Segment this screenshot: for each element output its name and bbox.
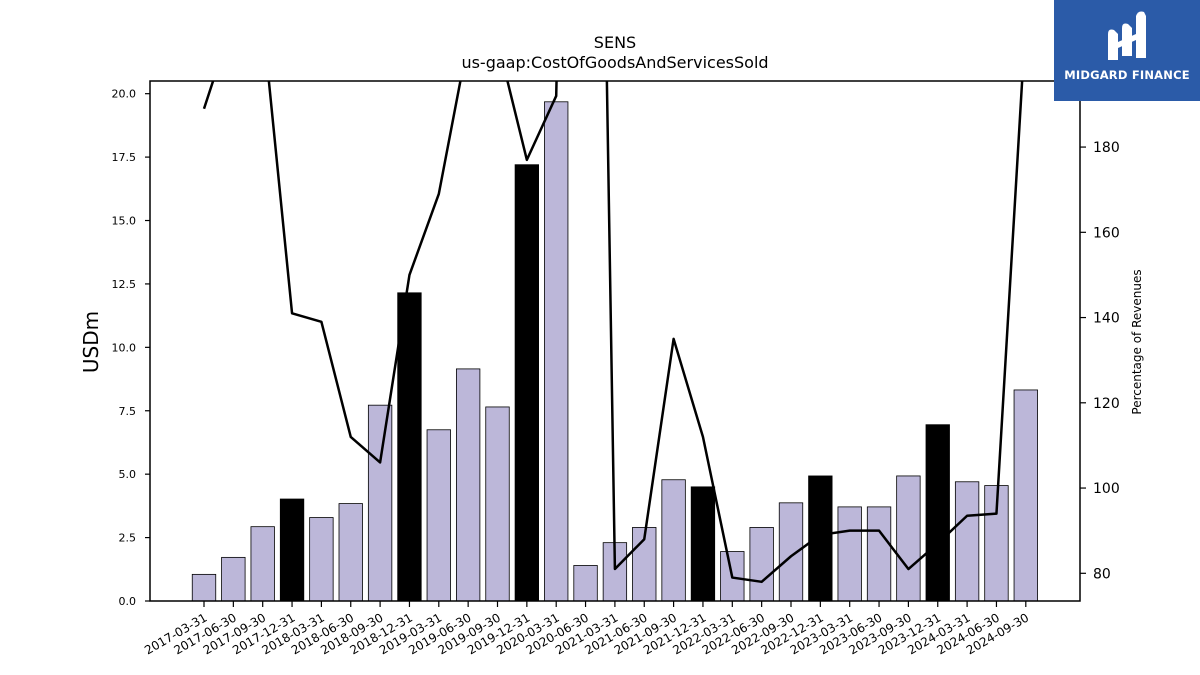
bar	[250, 526, 275, 602]
y-tick-label: 0.0	[119, 595, 137, 608]
y2-tick-label: 180	[1093, 140, 1120, 156]
x-axis: 2017-03-312017-06-302017-09-302017-12-31…	[142, 601, 1031, 657]
bar	[338, 503, 363, 602]
y2-tick-label: 100	[1093, 481, 1120, 497]
brand-logo: MIDGARD FINANCE	[1054, 0, 1200, 101]
bar	[485, 406, 510, 602]
bar	[954, 481, 980, 602]
bar	[397, 292, 422, 602]
bar	[1013, 389, 1038, 602]
left-y-axis: 0.0 2.5 5.0 7.5 10.0 12.5 15.0 17.5 20.0	[112, 88, 150, 608]
bar	[573, 565, 598, 602]
bar	[191, 573, 217, 602]
bar	[309, 517, 334, 602]
right-y-axis: 80 100 120 140 160 180	[1080, 140, 1120, 582]
y-tick-label: 2.5	[119, 532, 137, 545]
percentage-line-series	[202, 81, 1024, 584]
bar	[690, 486, 716, 602]
bar	[367, 404, 393, 602]
bar	[544, 101, 569, 602]
midgard-logo-icon	[1108, 11, 1146, 60]
bar	[778, 502, 804, 602]
bar	[221, 556, 246, 602]
y-tick-label: 17.5	[112, 151, 137, 164]
y2-tick-label: 160	[1093, 225, 1120, 241]
bar	[514, 164, 539, 602]
y-tick-label: 12.5	[112, 278, 137, 291]
bar	[808, 475, 833, 602]
bar	[455, 368, 481, 602]
y-tick-label: 10.0	[112, 341, 137, 354]
bar	[837, 506, 862, 602]
y-tick-label: 5.0	[119, 468, 137, 481]
chart-title: SENS	[594, 33, 636, 52]
bar	[279, 498, 305, 602]
brand-name: MIDGARD FINANCE	[1064, 68, 1190, 82]
y2-tick-label: 140	[1093, 311, 1120, 327]
y-axis-label: USDm	[79, 311, 103, 373]
bar-series	[191, 101, 1038, 602]
y2-tick-label: 80	[1093, 566, 1111, 582]
bar	[925, 424, 950, 602]
y-tick-label: 20.0	[112, 88, 137, 101]
chart-subtitle: us-gaap:CostOfGoodsAndServicesSold	[461, 53, 768, 72]
y2-axis-label: Percentage of Revenues	[1130, 269, 1144, 414]
bar	[749, 527, 774, 602]
bar	[896, 475, 921, 602]
y2-tick-label: 120	[1093, 396, 1120, 412]
bar	[866, 506, 892, 602]
y-tick-label: 7.5	[119, 405, 137, 418]
bar	[426, 429, 451, 602]
y-tick-label: 15.0	[112, 215, 137, 228]
percentage-line	[202, 81, 1024, 584]
bar	[661, 479, 686, 602]
